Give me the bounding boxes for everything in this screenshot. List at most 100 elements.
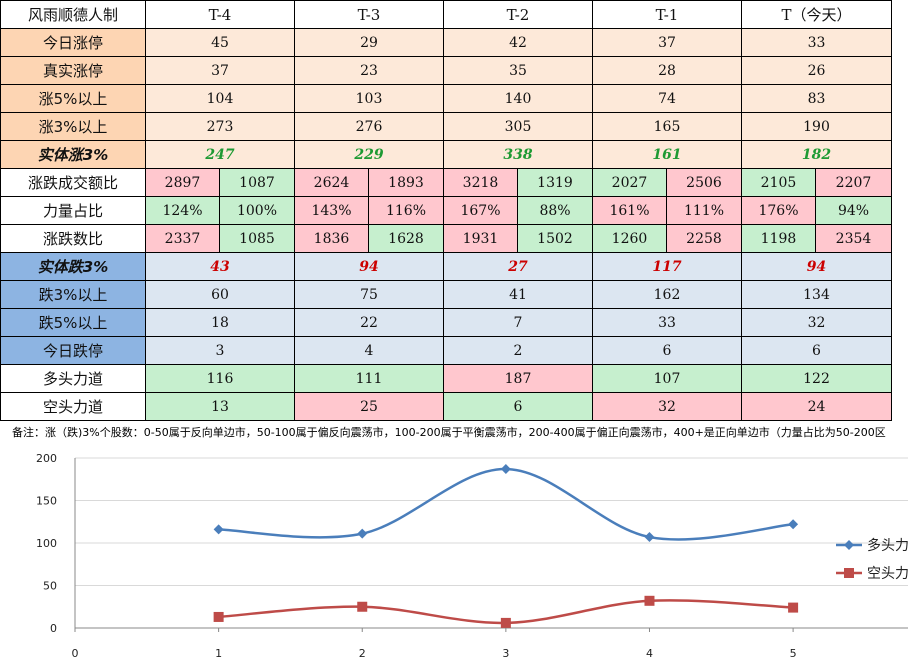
value-cell: 187 (443, 364, 593, 393)
table-corner-title: 风雨顺德人制 (0, 0, 146, 29)
value-cell: 116 (145, 364, 295, 393)
down-value-cell: 1319 (517, 168, 593, 197)
down-value-cell: 2207 (815, 168, 892, 197)
table-row: 力量占比 124% 100% 143% 116% 167% 88% 161% 111% 176% 9… (0, 196, 892, 225)
up-value-cell: 176% (741, 196, 816, 225)
day-header: T-3 (294, 0, 444, 29)
x-tick-label: 3 (502, 647, 509, 660)
down-value-cell: 1087 (219, 168, 295, 197)
value-cell: 107 (592, 364, 742, 393)
value-cell: 33 (592, 308, 742, 337)
value-cell: 247 (145, 140, 295, 169)
legend-marker (844, 568, 854, 578)
row-label: 真实涨停 (0, 56, 146, 85)
table-row: 真实涨停 37 23 35 28 26 (0, 56, 892, 85)
row-label: 涨跌成交额比 (0, 168, 146, 197)
value-cell: 23 (294, 56, 444, 85)
row-label: 实体涨3% (0, 140, 146, 169)
y-tick-label: 150 (36, 495, 57, 508)
value-cell: 165 (592, 112, 742, 141)
table-row: 跌5%以上 18 22 7 33 32 (0, 308, 892, 337)
value-cell: 13 (145, 392, 295, 421)
table-row: 多头力道 116 111 187 107 122 (0, 364, 892, 393)
value-cell: 140 (443, 84, 593, 113)
row-label: 实体跌3% (0, 252, 146, 281)
row-label: 今日跌停 (0, 336, 146, 365)
data-point (788, 602, 799, 613)
up-value-cell: 161% (592, 196, 667, 225)
legend-marker (844, 540, 854, 550)
x-tick-label: 0 (72, 647, 79, 660)
value-cell: 32 (741, 308, 892, 337)
row-label: 涨5%以上 (0, 84, 146, 113)
value-cell: 338 (443, 140, 593, 169)
down-value-cell: 1502 (517, 224, 593, 253)
value-cell: 37 (592, 28, 742, 57)
up-value-cell: 2027 (592, 168, 667, 197)
day-header: T-4 (145, 0, 295, 29)
value-cell: 28 (592, 56, 742, 85)
down-value-cell: 100% (219, 196, 295, 225)
series-line-bull (218, 467, 794, 541)
value-cell: 276 (294, 112, 444, 141)
value-cell: 60 (145, 280, 295, 309)
table-row: 实体涨3% 247 229 338 161 182 (0, 140, 892, 169)
y-tick-label: 100 (36, 537, 57, 550)
data-point (357, 528, 368, 539)
down-value-cell: 2354 (815, 224, 892, 253)
down-value-cell: 111% (666, 196, 742, 225)
table-row: 今日跌停 3 4 2 6 6 (0, 336, 892, 365)
table-row: 涨跌成交额比 2897 1087 2624 1893 3218 1319 2027 2506 21… (0, 168, 892, 197)
day-header: T-2 (443, 0, 593, 29)
value-cell: 2 (443, 336, 593, 365)
value-cell: 42 (443, 28, 593, 57)
table-row: 涨跌数比 2337 1085 1836 1628 1931 1502 1260 2258 1198… (0, 224, 892, 253)
value-cell: 104 (145, 84, 295, 113)
table-row: 今日涨停 45 29 42 37 33 (0, 28, 892, 57)
value-cell: 161 (592, 140, 742, 169)
up-value-cell: 167% (443, 196, 518, 225)
value-cell: 24 (741, 392, 892, 421)
value-cell: 6 (741, 336, 892, 365)
value-cell: 305 (443, 112, 593, 141)
value-cell: 6 (443, 392, 593, 421)
down-value-cell: 2258 (666, 224, 742, 253)
value-cell: 229 (294, 140, 444, 169)
down-value-cell: 1628 (368, 224, 444, 253)
value-cell: 32 (592, 392, 742, 421)
row-label: 力量占比 (0, 196, 146, 225)
data-point (357, 601, 368, 612)
value-cell: 6 (592, 336, 742, 365)
data-point (500, 617, 511, 628)
value-cell: 273 (145, 112, 295, 141)
value-cell: 26 (741, 56, 892, 85)
down-value-cell: 2506 (666, 168, 742, 197)
header-row: 风雨顺德人制 T-4 T-3 T-2 T-1 T（今天） (0, 0, 892, 29)
market-strength-table: 风雨顺德人制 T-4 T-3 T-2 T-1 T（今天） 今日涨停 45 29 42 37 33 真实涨… (0, 0, 892, 421)
down-value-cell: 88% (517, 196, 593, 225)
value-cell: 134 (741, 280, 892, 309)
day-header: T（今天） (741, 0, 892, 29)
value-cell: 18 (145, 308, 295, 337)
down-value-cell: 94% (815, 196, 892, 225)
day-header: T-1 (592, 0, 742, 29)
value-cell: 35 (443, 56, 593, 85)
value-cell: 122 (741, 364, 892, 393)
data-point (213, 524, 224, 535)
down-value-cell: 1893 (368, 168, 444, 197)
remark-note: 备注：涨（跌)3%个股数：0-50属于反向单边市，50-100属于偏反向震荡市，… (12, 426, 886, 439)
x-tick-label: 4 (646, 647, 653, 660)
up-value-cell: 2897 (145, 168, 220, 197)
table-row: 涨5%以上 104 103 140 74 83 (0, 84, 892, 113)
up-value-cell: 1198 (741, 224, 816, 253)
value-cell: 117 (592, 252, 742, 281)
row-label: 跌5%以上 (0, 308, 146, 337)
value-cell: 41 (443, 280, 593, 309)
value-cell: 74 (592, 84, 742, 113)
y-tick-label: 50 (43, 580, 57, 593)
up-value-cell: 124% (145, 196, 220, 225)
value-cell: 94 (741, 252, 892, 281)
data-point (644, 532, 655, 543)
value-cell: 27 (443, 252, 593, 281)
up-value-cell: 143% (294, 196, 369, 225)
